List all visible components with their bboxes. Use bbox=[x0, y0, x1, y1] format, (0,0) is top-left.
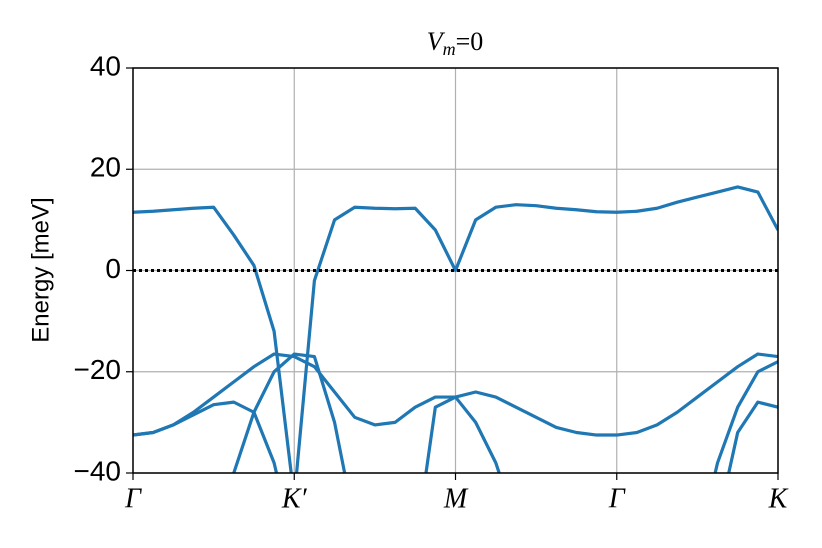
y-tick-label: −40 bbox=[74, 455, 122, 486]
chart-title: Vm=0 bbox=[427, 27, 484, 59]
y-tick-label: 40 bbox=[90, 50, 121, 81]
plot-lines bbox=[133, 185, 778, 473]
x-tick-label: Γ bbox=[124, 483, 142, 514]
ticks: −40 −20 0 20 40 Γ K′ M Γ K bbox=[74, 50, 789, 514]
y-tick-label: 20 bbox=[90, 152, 121, 183]
y-axis-label: Energy [meV] bbox=[27, 197, 54, 342]
x-tick-label: K′ bbox=[281, 483, 308, 514]
band-line bbox=[133, 185, 778, 473]
title-sub: m bbox=[443, 39, 456, 59]
y-tick-label: −20 bbox=[74, 354, 122, 385]
x-tick-label: Γ bbox=[608, 483, 626, 514]
band-line bbox=[133, 395, 778, 473]
band-line bbox=[232, 352, 778, 473]
title-main: V bbox=[427, 27, 446, 56]
x-tick-label: M bbox=[443, 483, 469, 514]
title-rest: =0 bbox=[456, 27, 484, 56]
y-tick-label: 0 bbox=[105, 253, 121, 284]
x-tick-label: K bbox=[768, 483, 789, 514]
